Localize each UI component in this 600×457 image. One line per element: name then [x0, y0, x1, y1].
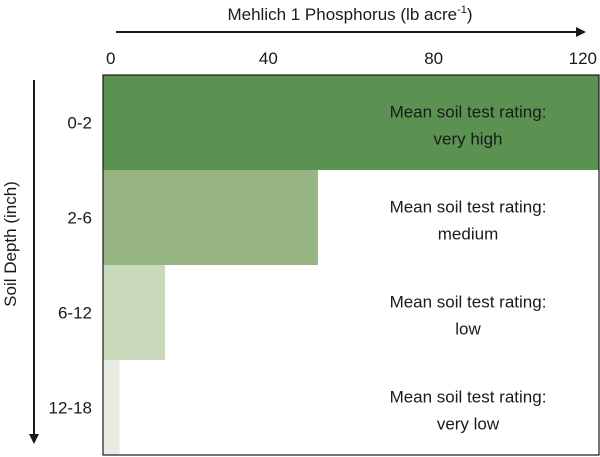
x-tick-label: 0	[106, 49, 115, 68]
bar-12-18	[103, 360, 120, 455]
rating-annotation-line: Mean soil test rating:	[390, 388, 547, 407]
category-label: 12-18	[49, 399, 92, 418]
x-axis-title-superscript: -1	[457, 4, 467, 16]
rating-annotation-line: Mean soil test rating:	[390, 293, 547, 312]
rating-annotation-line: very low	[437, 415, 500, 434]
x-axis-title-suffix: )	[467, 5, 473, 24]
x-tick-labels: 0 40 80 120	[106, 49, 597, 68]
bar-0-2	[103, 75, 599, 170]
plot-frame	[102, 74, 600, 456]
category-labels: 0-2 2-6 6-12 12-18	[49, 114, 92, 418]
rating-annotation-line: very high	[434, 130, 503, 149]
rating-annotation-line: Mean soil test rating:	[390, 103, 547, 122]
rating-annotation-line: low	[455, 320, 481, 339]
rating-annotation-line: Mean soil test rating:	[390, 198, 547, 217]
category-label: 0-2	[67, 114, 92, 133]
bar-6-12	[103, 265, 165, 360]
bar-series	[103, 75, 599, 455]
category-label: 6-12	[58, 304, 92, 323]
bar-2-6	[103, 170, 318, 265]
x-axis-title: Mehlich 1 Phosphorus (lb acre-1)	[227, 4, 472, 24]
x-tick-label: 120	[569, 49, 597, 68]
x-tick-label: 80	[424, 49, 443, 68]
category-label: 2-6	[67, 209, 92, 228]
rating-annotations: Mean soil test rating: very high Mean soil…	[390, 103, 547, 434]
y-axis-title: Soil Depth (inch)	[1, 181, 20, 307]
rating-annotation-line: medium	[438, 225, 498, 244]
x-tick-label: 40	[259, 49, 278, 68]
